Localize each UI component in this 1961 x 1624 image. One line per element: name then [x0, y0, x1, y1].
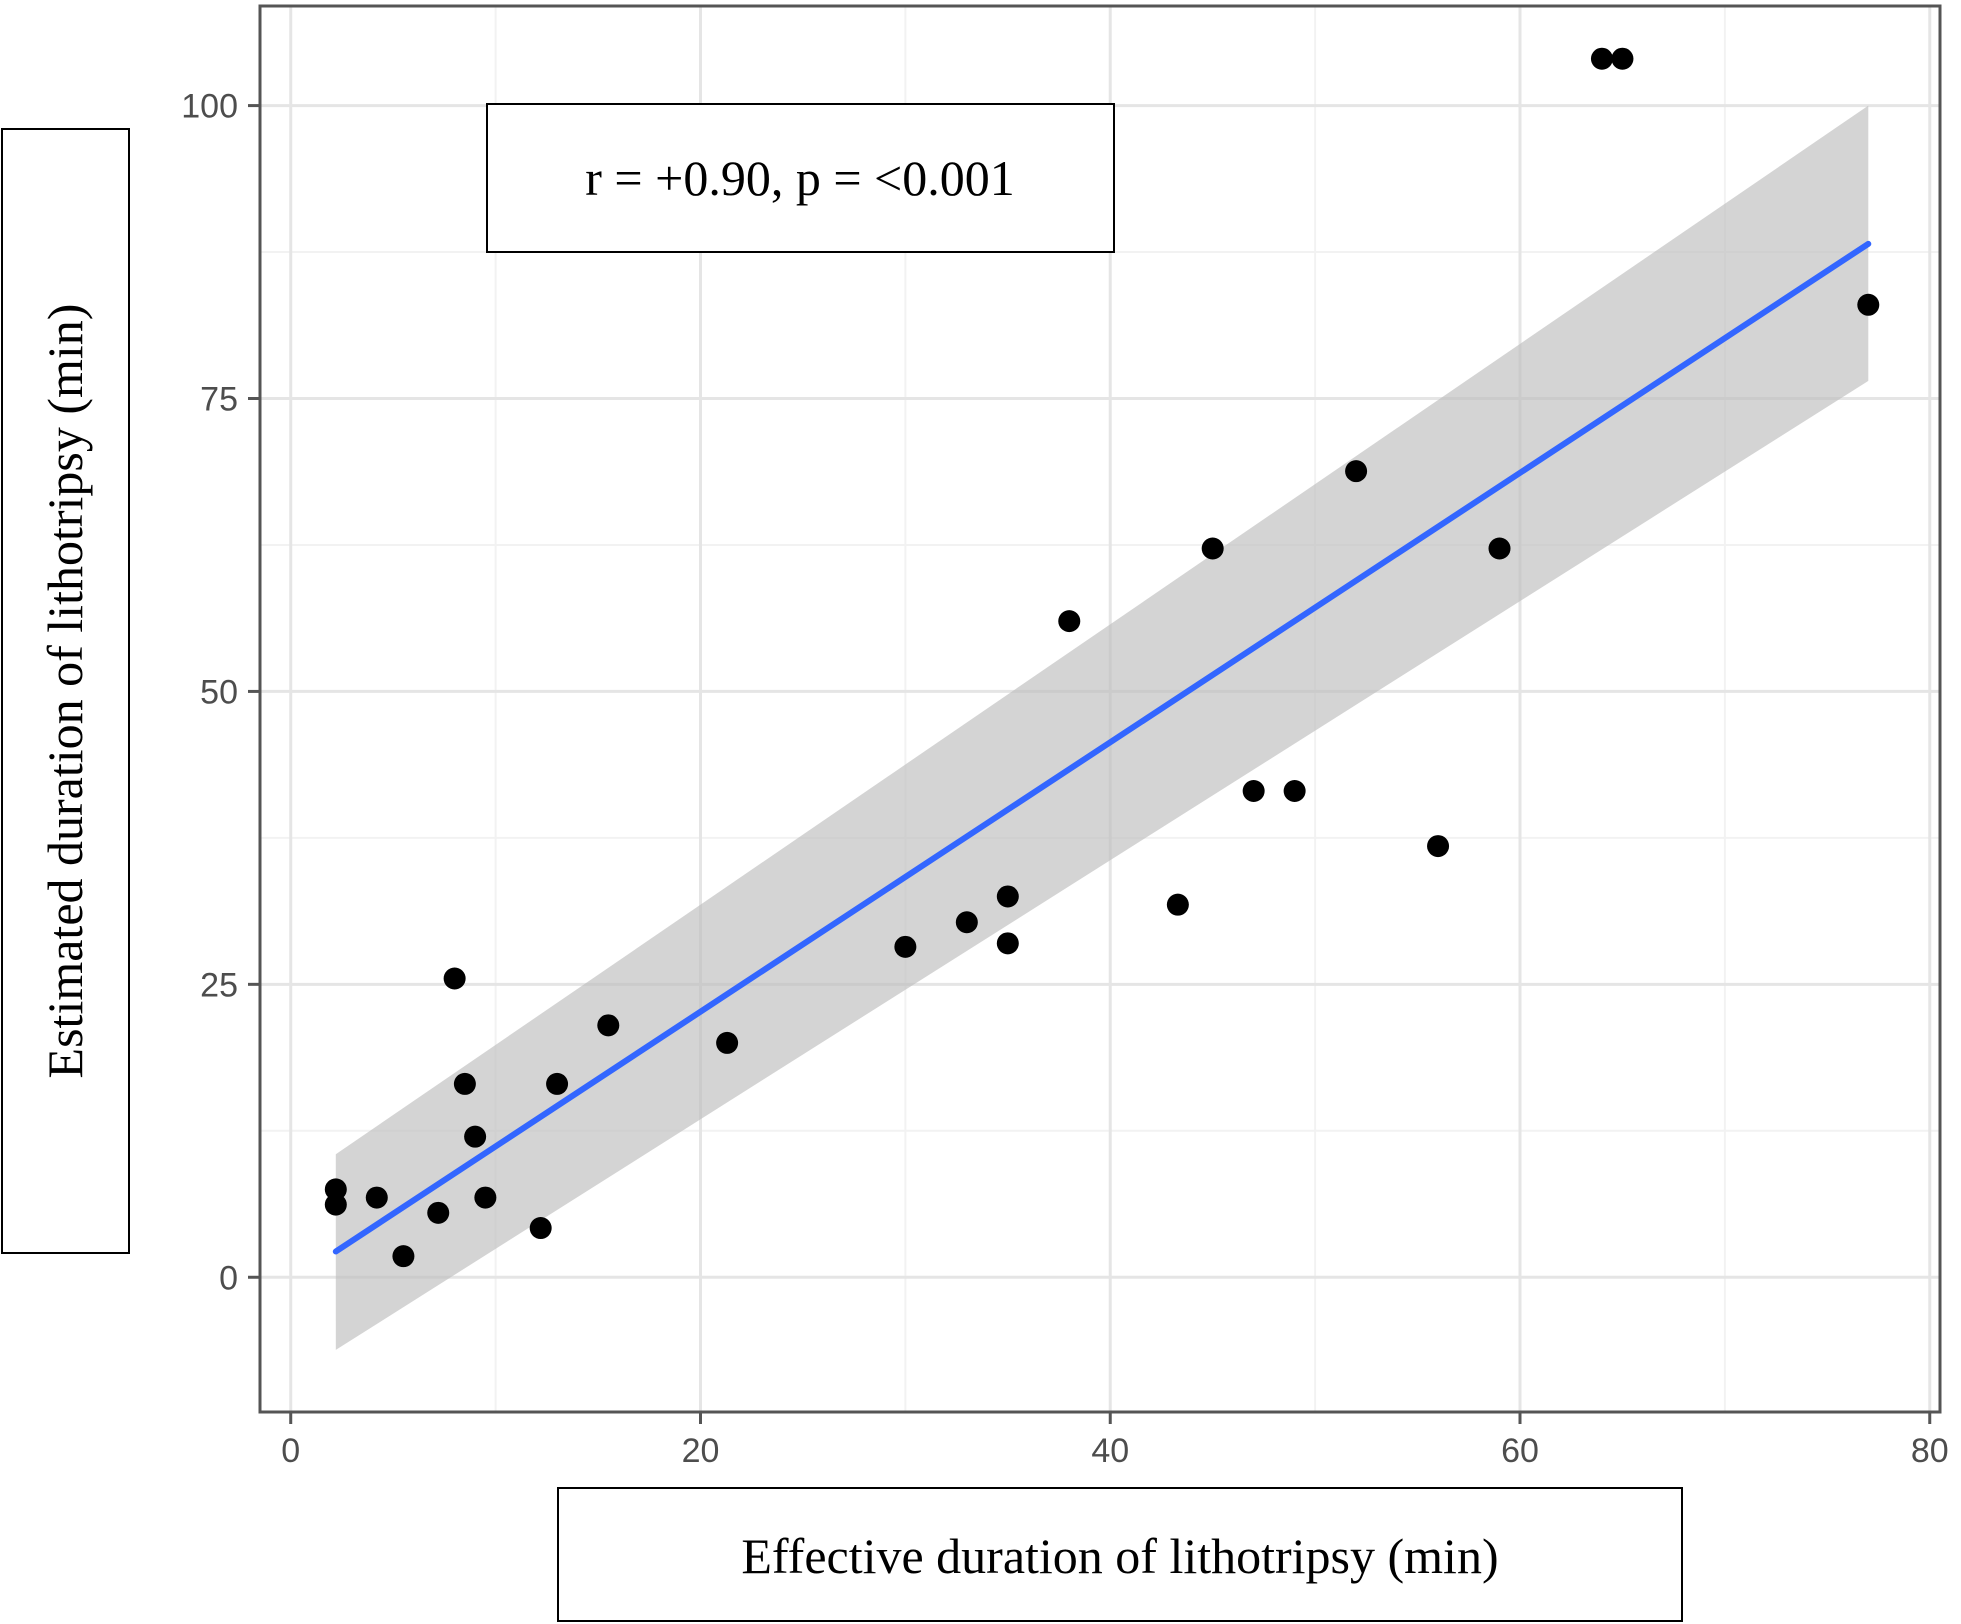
regression-line	[332, 240, 1872, 1255]
data-point	[392, 1245, 415, 1268]
data-point	[546, 1072, 569, 1095]
data-point	[597, 1014, 620, 1037]
data-point	[365, 1186, 388, 1209]
data-point	[1345, 460, 1368, 483]
x-tick-label: 80	[1911, 1432, 1949, 1470]
data-point	[453, 1072, 476, 1095]
data-point	[1201, 537, 1224, 560]
annotation-text: r = +0.90, p = <0.001	[585, 150, 1014, 206]
data-point	[996, 932, 1019, 955]
data-point	[474, 1186, 497, 1209]
x-tick-label: 20	[682, 1432, 720, 1470]
y-tick-label: 0	[219, 1259, 238, 1297]
data-point	[1242, 780, 1265, 803]
data-point	[1427, 835, 1450, 858]
x-tick-label: 40	[1091, 1432, 1129, 1470]
axis-ticks: 0 20 40 60 80 0 25 50 75 100	[181, 88, 1948, 1470]
y-tick-label: 100	[181, 88, 238, 126]
y-tick-label: 75	[200, 381, 238, 419]
data-points	[324, 47, 1880, 1268]
y-tick-label: 50	[200, 673, 238, 711]
data-point	[427, 1201, 450, 1224]
data-point	[1058, 610, 1081, 633]
y-tick-label: 25	[200, 966, 238, 1004]
x-axis-label-box	[557, 1487, 1683, 1622]
data-point	[324, 1193, 347, 1216]
data-point	[894, 935, 917, 958]
y-axis-label-box	[1, 128, 130, 1254]
data-point	[529, 1217, 552, 1240]
x-tick-label: 0	[281, 1432, 300, 1470]
data-point	[443, 967, 466, 990]
data-point	[955, 911, 978, 934]
data-point	[1166, 893, 1189, 916]
confidence-band	[335, 105, 1869, 1350]
annotation-box	[486, 103, 1115, 253]
data-point	[1857, 293, 1880, 316]
data-point	[1611, 47, 1634, 70]
data-point	[716, 1031, 739, 1054]
y-axis-label: Estimated duration of lithotripsy (min)	[37, 304, 93, 1079]
data-point	[1590, 47, 1613, 70]
x-axis-label: Effective duration of lithotripsy (min)	[741, 1528, 1498, 1584]
plot-panel-border	[258, 4, 1942, 1414]
data-point	[464, 1125, 487, 1148]
data-point	[1488, 537, 1511, 560]
data-point	[324, 1178, 347, 1201]
data-point	[996, 885, 1019, 908]
x-tick-label: 60	[1501, 1432, 1539, 1470]
data-point	[1283, 780, 1306, 803]
